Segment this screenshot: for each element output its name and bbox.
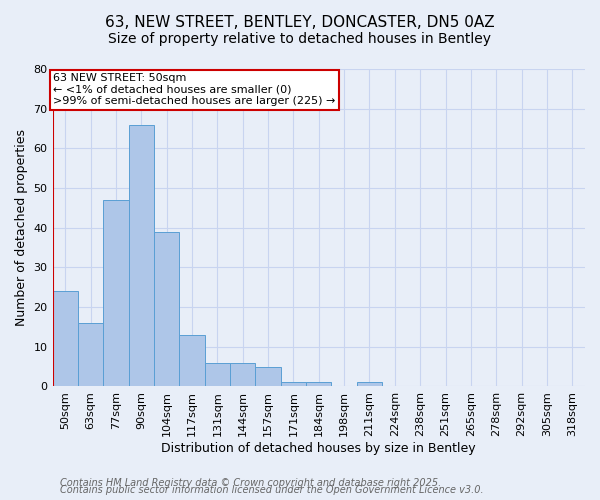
Bar: [154, 232, 179, 386]
Bar: [128, 124, 154, 386]
Y-axis label: Number of detached properties: Number of detached properties: [15, 129, 28, 326]
Bar: [281, 382, 306, 386]
Bar: [306, 382, 331, 386]
Bar: [53, 291, 78, 386]
Bar: [179, 335, 205, 386]
Bar: [256, 366, 281, 386]
Text: Contains public sector information licensed under the Open Government Licence v3: Contains public sector information licen…: [60, 485, 484, 495]
Text: Contains HM Land Registry data © Crown copyright and database right 2025.: Contains HM Land Registry data © Crown c…: [60, 478, 441, 488]
Text: 63, NEW STREET, BENTLEY, DONCASTER, DN5 0AZ: 63, NEW STREET, BENTLEY, DONCASTER, DN5 …: [105, 15, 495, 30]
Bar: [103, 200, 128, 386]
Bar: [357, 382, 382, 386]
Bar: [230, 362, 256, 386]
Text: 63 NEW STREET: 50sqm
← <1% of detached houses are smaller (0)
>99% of semi-detac: 63 NEW STREET: 50sqm ← <1% of detached h…: [53, 73, 335, 106]
Bar: [78, 323, 103, 386]
Bar: [205, 362, 230, 386]
Text: Size of property relative to detached houses in Bentley: Size of property relative to detached ho…: [109, 32, 491, 46]
X-axis label: Distribution of detached houses by size in Bentley: Distribution of detached houses by size …: [161, 442, 476, 455]
